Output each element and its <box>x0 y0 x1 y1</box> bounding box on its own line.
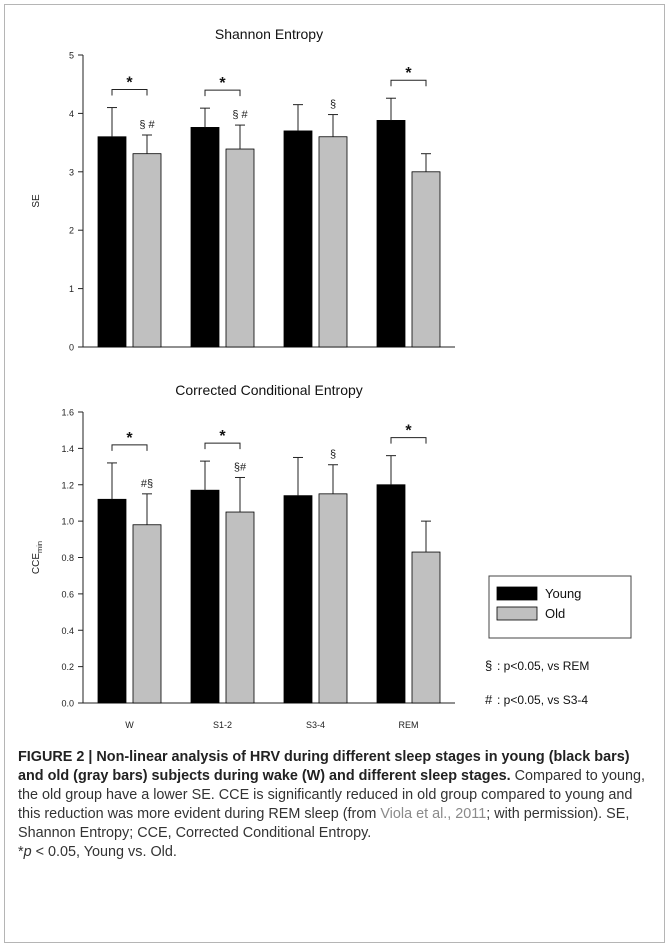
caption-p: p <box>23 844 32 860</box>
significance-annotation: §# <box>234 461 247 473</box>
bar-young-rem <box>376 484 406 704</box>
bar-old-w <box>132 153 162 348</box>
y-tick-label: 1 <box>69 284 74 294</box>
y-tick-label: 0 <box>69 343 74 353</box>
significance-star: * <box>219 428 226 445</box>
y-tick-label: 0.6 <box>61 589 74 599</box>
bar-old-w <box>132 524 162 704</box>
chart-2: Corrected Conditional Entropy 0.0 0.2 0.4 0.… <box>31 382 455 730</box>
caption-star: * <box>18 844 24 860</box>
note-symbol: § <box>485 658 492 673</box>
note-symbol: # <box>485 692 493 707</box>
legend-label-young: Young <box>545 586 581 601</box>
bar-old-s1-2 <box>225 148 255 348</box>
caption-tail: < 0.05, Young vs. Old. <box>31 844 177 860</box>
bar-young-w <box>97 498 127 704</box>
significance-star: * <box>126 430 133 447</box>
caption-body-2: ; with permission). SE, Shannon Entropy;… <box>18 806 630 841</box>
chart-1: Shannon Entropy 0 1 2 3 4 5 SE * * * § # § # § <box>31 26 455 353</box>
x-tick-label: REM <box>399 720 419 730</box>
significance-annotation: § <box>330 99 336 111</box>
y-axis-label: SE <box>31 194 42 208</box>
caption-citation-link[interactable]: Viola et al., 2011 <box>380 806 487 822</box>
bar-old-s1-2 <box>225 511 255 704</box>
significance-annotation: § # <box>232 109 248 121</box>
y-tick-label: 1.0 <box>61 517 74 527</box>
significance-bracket <box>204 442 241 450</box>
x-tick-label: W <box>125 720 134 730</box>
y-tick-label: 1.6 <box>61 408 74 418</box>
bar-young-s3-4 <box>283 130 313 348</box>
y-tick-label: 1.2 <box>61 480 74 490</box>
note-text: : p<0.05, vs S3-4 <box>497 693 588 707</box>
y-tick-label: 3 <box>69 167 74 177</box>
significance-bracket <box>390 437 427 444</box>
y-tick-label: 0.8 <box>61 553 74 563</box>
figure-caption: FIGURE 2 | Non-linear analysis of HRV du… <box>18 748 654 862</box>
bar-old-s3-4 <box>318 493 348 704</box>
significance-bracket <box>390 79 427 87</box>
chart-title: Shannon Entropy <box>215 26 323 42</box>
significance-notes: § : p<0.05, vs REM # : p<0.05, vs S3-4 <box>485 658 589 707</box>
bar-young-s1-2 <box>190 489 220 704</box>
y-tick-label: 1.4 <box>61 444 74 454</box>
significance-bracket <box>111 444 148 451</box>
y-tick-label: 4 <box>69 109 74 119</box>
caption-body-1: Compared to young, the old group have a … <box>18 768 645 822</box>
figure-frame: Shannon Entropy 0 1 2 3 4 5 SE * * * § # § # § Correct… <box>4 4 665 943</box>
y-tick-label: 5 <box>69 51 74 61</box>
bar-young-rem <box>376 120 406 348</box>
y-axis-label-subscript: min <box>35 541 44 553</box>
significance-bracket <box>111 89 148 96</box>
legend-swatch-old <box>496 606 538 621</box>
significance-bracket <box>204 89 241 97</box>
note-text: : p<0.05, vs REM <box>497 659 589 673</box>
significance-annotation: #§ <box>141 478 153 490</box>
y-tick-label: 0.2 <box>61 662 74 672</box>
significance-star: * <box>219 75 226 92</box>
chart-title: Corrected Conditional Entropy <box>175 382 363 398</box>
legend-label-old: Old <box>545 606 565 621</box>
significance-annotation: § <box>330 449 336 461</box>
y-axis-label: CCEmin <box>31 541 44 574</box>
significance-star: * <box>126 75 133 92</box>
significance-star: * <box>405 65 412 82</box>
y-tick-label: 0.4 <box>61 626 74 636</box>
legend-swatch-young <box>496 586 538 601</box>
caption-lead: FIGURE 2 | Non-linear analysis of HRV du… <box>18 749 630 784</box>
y-tick-label: 0.0 <box>61 699 74 709</box>
significance-star: * <box>405 423 412 440</box>
bar-young-w <box>97 136 127 348</box>
x-tick-label: S3-4 <box>306 720 325 730</box>
legend: Young Old <box>488 575 632 639</box>
bar-young-s1-2 <box>190 127 220 348</box>
bar-old-rem <box>411 551 441 704</box>
x-tick-label: S1-2 <box>213 720 232 730</box>
bar-young-s3-4 <box>283 495 313 704</box>
y-tick-label: 2 <box>69 226 74 236</box>
bar-old-rem <box>411 171 441 348</box>
bar-old-s3-4 <box>318 136 348 348</box>
significance-annotation: § # <box>139 119 155 131</box>
